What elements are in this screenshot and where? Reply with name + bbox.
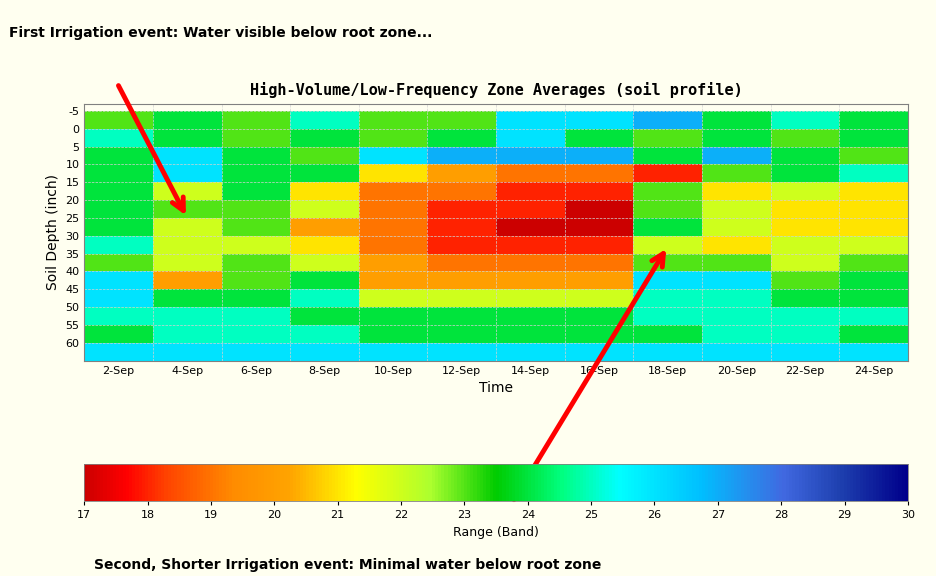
Text: First Irrigation event: Water visible below root zone...: First Irrigation event: Water visible be…	[9, 26, 432, 40]
Title: High-Volume/Low-Frequency Zone Averages (soil profile): High-Volume/Low-Frequency Zone Averages …	[250, 82, 742, 98]
Text: Second, Shorter Irrigation event: Minimal water below root zone: Second, Shorter Irrigation event: Minima…	[94, 558, 601, 572]
X-axis label: Range (Band): Range (Band)	[453, 526, 539, 539]
Y-axis label: Soil Depth (inch): Soil Depth (inch)	[46, 174, 60, 290]
X-axis label: Time: Time	[479, 381, 513, 395]
